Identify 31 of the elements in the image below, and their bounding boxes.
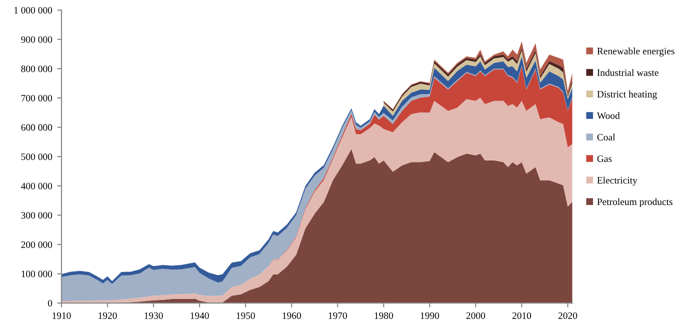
x-tick-label: 1970 [328,312,347,319]
y-tick-label: 800 000 [21,66,52,72]
x-tick-label: 2000 [466,312,486,319]
y-tick-label: 700 000 [21,94,52,102]
x-tick-label: 1960 [282,312,301,319]
legend-label: District heating [597,90,657,100]
x-tick-label: 1990 [420,312,440,319]
x-tick-label: 1920 [98,312,117,319]
y-tick-label: 400 000 [21,182,52,190]
y-tick-label: 900 000 [21,36,52,43]
legend-label: Gas [597,155,612,162]
y-tick-label: 0 [48,300,52,307]
x-tick-label: 2020 [558,312,578,319]
x-tick-label: 1930 [144,312,163,319]
y-tick-label: 200 000 [21,241,52,248]
x-tick-label: 1910 [52,312,71,319]
y-tick-label: 600 000 [21,124,52,131]
legend-label: Renewable energies [597,48,674,56]
legend-label: Wood [596,112,620,120]
y-tick-label: 100 000 [22,270,52,278]
legend-label: Coal [597,134,616,141]
y-tick-label: 300 000 [21,212,52,219]
y-tick-label: 500 000 [21,153,52,160]
legend-label: Petroleum products [597,198,672,208]
y-tick-label: 1 000 000 [14,6,52,14]
x-tick-label: 1940 [190,312,209,319]
legend-label: Electricity [597,176,638,186]
legend-label: Industrial waste [597,69,658,76]
x-tick-label: 1980 [374,312,393,319]
x-tick-label: 1950 [236,312,255,319]
x-tick-label: 2010 [512,312,532,319]
